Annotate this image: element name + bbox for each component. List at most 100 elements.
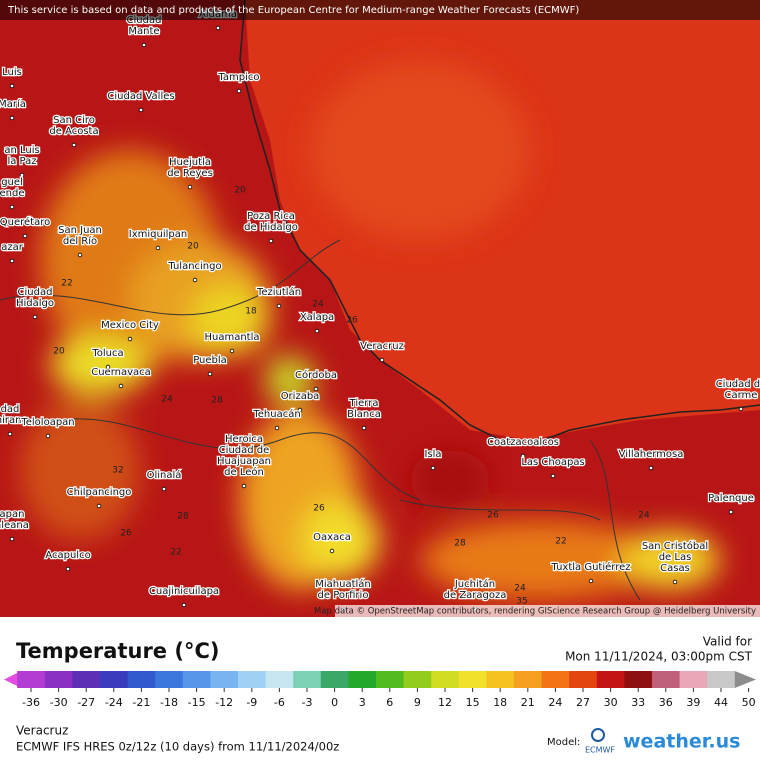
city-label: Xalapa [300, 312, 334, 323]
colorbar-tick-label: 30 [604, 696, 618, 709]
colorbar-tick-label: -24 [105, 696, 123, 709]
contour-label: 26 [346, 316, 358, 326]
colorbar-tick-label: 39 [686, 696, 700, 709]
city-dot [215, 25, 221, 31]
city-label: Huejutla [169, 157, 211, 168]
city-dot [738, 406, 744, 412]
colorbar-tick-label: 9 [414, 696, 421, 709]
city-label: Puebla [193, 355, 227, 366]
city-dot [181, 602, 187, 608]
colorbar-swatch [541, 671, 570, 688]
city-label: aleana [0, 520, 29, 531]
colorbar-tick-label: 0 [331, 696, 338, 709]
city-dot [430, 465, 436, 471]
colorbar-tick-label: 36 [659, 696, 673, 709]
city-label: Tuxtla Gutiérrez [550, 561, 630, 573]
city-dot [22, 233, 28, 239]
colorbar-swatch [624, 671, 653, 688]
colorbar-swatch [127, 671, 156, 688]
city-dot [241, 483, 247, 489]
city-label: Hidalgo [16, 298, 54, 309]
contour-label: 20 [187, 242, 199, 252]
city-label: Mexico City [101, 320, 159, 331]
city-dot [19, 172, 25, 178]
city-label: ende [0, 188, 25, 199]
brand[interactable]: weather.us [623, 731, 740, 753]
city-dot [65, 566, 71, 572]
city-label: Tampico [217, 72, 259, 83]
attribution[interactable]: Map data © OpenStreetMap contributors, r… [314, 607, 756, 617]
city-label: Huamantla [204, 332, 259, 343]
city-dot [361, 425, 367, 431]
city-dot [161, 486, 167, 492]
colorbar-tick-label: 44 [714, 696, 728, 709]
city-label: de Acosta [49, 126, 98, 137]
colorbar-swatch [72, 671, 101, 688]
city-label: Oaxaca [313, 532, 351, 543]
colorbar-swatch [486, 671, 515, 688]
city-label: Tulancingo [167, 261, 221, 272]
city-dot [268, 238, 274, 244]
colorbar-swatch [431, 671, 460, 688]
city-dot [7, 431, 13, 437]
city-dot [314, 328, 320, 334]
city-label: Blanca [347, 409, 381, 420]
contour-label: 24 [161, 395, 173, 405]
contour-label: 28 [211, 396, 223, 406]
city-dot [138, 107, 144, 113]
city-dot [550, 473, 556, 479]
city-dot [45, 433, 51, 439]
colorbar-tick-label: 33 [631, 696, 645, 709]
city-label: Querétaro [0, 216, 50, 228]
map: AldamaCiudadManteTampicoLuisMaríaCiudad … [0, 0, 760, 617]
colorbar-tick-label: -30 [50, 696, 68, 709]
city-dot [379, 357, 385, 363]
city-label: azar [1, 242, 24, 253]
city-label: Tehuacán [252, 408, 300, 420]
city-dot [105, 364, 111, 370]
city-dot [207, 371, 213, 377]
city-label: Huajuapan [217, 456, 271, 467]
colorbar-tick-label: -21 [132, 696, 150, 709]
contour-label: 20 [53, 347, 65, 357]
city-label: Ciudad de [716, 379, 760, 390]
colorbar-tick-label: -15 [188, 696, 206, 709]
city-dot [187, 184, 193, 190]
contour-label: 24 [514, 584, 526, 594]
colorbar-tick-label: 21 [521, 696, 535, 709]
colorbar-swatch [182, 671, 211, 688]
city-label: mirano [0, 415, 28, 426]
colorbar-tick-label: -27 [77, 696, 95, 709]
contour-label: 35 [516, 597, 527, 607]
colorbar-swatch [155, 671, 184, 688]
model-label: Model: [547, 737, 580, 748]
colorbar-tick-label: 50 [742, 696, 756, 709]
colorbar-swatch [348, 671, 377, 688]
city-label: Olinalá [147, 469, 182, 481]
contour-label: 24 [312, 300, 324, 310]
colorbar-swatch [376, 671, 405, 688]
contour-label: 20 [234, 186, 246, 196]
city-label: San Juan [58, 225, 102, 236]
colorbar-tick-label: -3 [302, 696, 313, 709]
city-label: Mante [128, 26, 159, 37]
city-dot [96, 503, 102, 509]
city-dot [520, 453, 526, 459]
city-label: San Cristóbal [642, 540, 708, 552]
city-label: Las Choapas [521, 457, 584, 468]
colorbar-swatch [44, 671, 73, 688]
city-dot [77, 252, 83, 258]
colorbar-tick-label: 24 [548, 696, 562, 709]
city-label: Palenque [708, 493, 754, 504]
colorbar-tick-label: 12 [438, 696, 452, 709]
colorbar-swatch [100, 671, 129, 688]
city-label: guel [1, 177, 23, 188]
city-label: dad [1, 404, 20, 415]
contour-label: 26 [120, 529, 132, 539]
city-label: Teziutlán [256, 286, 301, 298]
city-label: Ixmiquilpan [129, 229, 187, 240]
city-label: Juchitán [454, 578, 495, 590]
city-label: de Las [659, 552, 692, 563]
city-label: Villahermosa [619, 449, 684, 460]
